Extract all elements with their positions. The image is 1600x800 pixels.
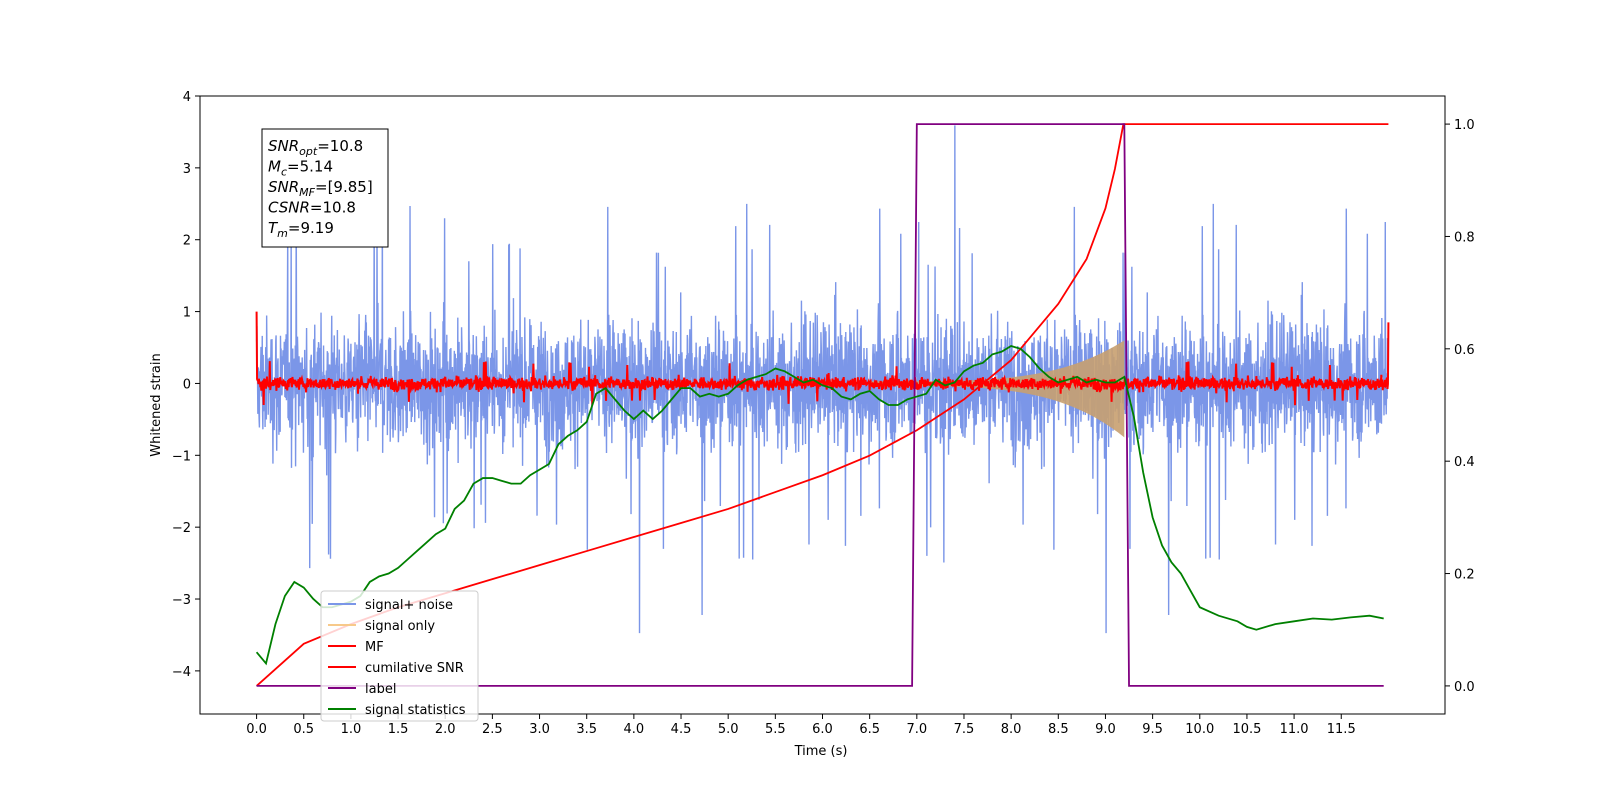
info-value: =10.8 (310, 199, 356, 217)
info-line: Tm=9.19 (268, 219, 334, 240)
info-value: =10.8 (317, 137, 363, 155)
legend-label: label (365, 682, 396, 697)
x-axis-label: Time (s) (794, 744, 848, 759)
signal-only-series (869, 340, 1125, 438)
signal-only-envelope (869, 340, 1125, 438)
info-var: CSNR (268, 199, 310, 217)
x-tick-label: 7.0 (906, 722, 927, 737)
right-axis-ticks: 1.0 0.8 0.6 0.4 0.2 0.0 (1445, 118, 1475, 695)
right-tick-label: 1.0 (1454, 118, 1475, 133)
legend-label: MF (365, 640, 384, 655)
left-tick-label: 0 (183, 377, 191, 392)
label-line (256, 123, 1384, 687)
info-value: =9.19 (288, 219, 334, 237)
x-tick-label: 9.0 (1095, 722, 1116, 737)
info-var: T (268, 219, 279, 237)
x-tick-label: 5.0 (718, 722, 739, 737)
x-tick-label: 11.5 (1327, 722, 1356, 737)
x-tick-label: 7.5 (954, 722, 975, 737)
info-sub: m (277, 227, 288, 240)
info-var: SNR (268, 137, 299, 155)
left-tick-label: 1 (183, 306, 191, 321)
left-axis-ticks: 4 3 2 1 0 −1 −2 −3 −4 (172, 90, 200, 680)
info-line: SNRopt=10.8 (268, 137, 363, 158)
left-tick-label: −4 (172, 665, 191, 680)
x-tick-label: 6.5 (859, 722, 880, 737)
x-tick-label: 10.0 (1185, 722, 1214, 737)
mf-line (255, 311, 1390, 406)
signal-statistics-line (255, 345, 1384, 666)
x-tick-label: 2.0 (435, 722, 456, 737)
info-line: CSNR=10.8 (268, 199, 356, 217)
x-tick-label: 8.5 (1048, 722, 1069, 737)
info-var: M (268, 158, 281, 176)
mf-series (255, 311, 1390, 406)
x-tick-label: 10.5 (1232, 722, 1261, 737)
right-tick-label: 0.6 (1454, 343, 1475, 358)
left-tick-label: −3 (172, 593, 191, 608)
left-tick-label: 2 (183, 234, 191, 249)
x-axis-ticks: 0.0 0.5 1.0 1.5 2.0 2.5 3.0 3.5 4.0 4.5 5.0 5.5 6.0 6… (246, 714, 1356, 737)
info-sub: opt (299, 145, 318, 158)
x-tick-label: 4.5 (671, 722, 692, 737)
right-tick-label: 0.4 (1454, 455, 1475, 470)
left-tick-label: 4 (183, 90, 191, 105)
left-tick-label: 3 (183, 162, 191, 177)
x-tick-label: 0.0 (246, 722, 267, 737)
x-tick-label: 6.0 (812, 722, 833, 737)
info-sub: c (281, 166, 287, 179)
right-tick-label: 0.2 (1454, 568, 1475, 583)
y-axis-label: Whitened strain (149, 353, 164, 456)
left-tick-label: −2 (172, 521, 191, 536)
info-line: SNRMF=[9.85] (268, 178, 373, 199)
info-sub: MF (299, 186, 315, 199)
x-tick-label: 9.5 (1142, 722, 1163, 737)
legend-label: signal+ noise (365, 598, 453, 613)
x-tick-label: 2.5 (482, 722, 503, 737)
x-tick-label: 11.0 (1280, 722, 1309, 737)
legend-label: cumilative SNR (365, 661, 464, 676)
left-tick-label: −1 (172, 449, 191, 464)
x-tick-label: 5.5 (765, 722, 786, 737)
x-tick-label: 1.5 (388, 722, 409, 737)
info-value: =[9.85] (315, 178, 373, 196)
x-tick-label: 8.0 (1001, 722, 1022, 737)
legend-label: signal statistics (365, 703, 466, 718)
right-tick-label: 0.8 (1454, 230, 1475, 245)
x-tick-label: 0.5 (293, 722, 314, 737)
right-tick-label: 0.0 (1454, 680, 1475, 695)
info-var: SNR (268, 178, 299, 196)
info-box-frame (261, 128, 389, 248)
x-tick-label: 1.0 (341, 722, 362, 737)
x-tick-label: 3.0 (529, 722, 550, 737)
legend-label: signal only (365, 619, 435, 634)
legend-frame (320, 590, 479, 722)
info-line: Mc=5.14 (268, 158, 333, 179)
info-value: =5.14 (287, 158, 333, 176)
info-box: SNRopt=10.8Mc=5.14SNRMF=[9.85]CSNR=10.8T… (261, 128, 389, 248)
x-tick-label: 3.5 (576, 722, 597, 737)
x-tick-label: 4.0 (624, 722, 645, 737)
legend: signal+ noise signal only MF cumilative SNR… (320, 590, 479, 722)
